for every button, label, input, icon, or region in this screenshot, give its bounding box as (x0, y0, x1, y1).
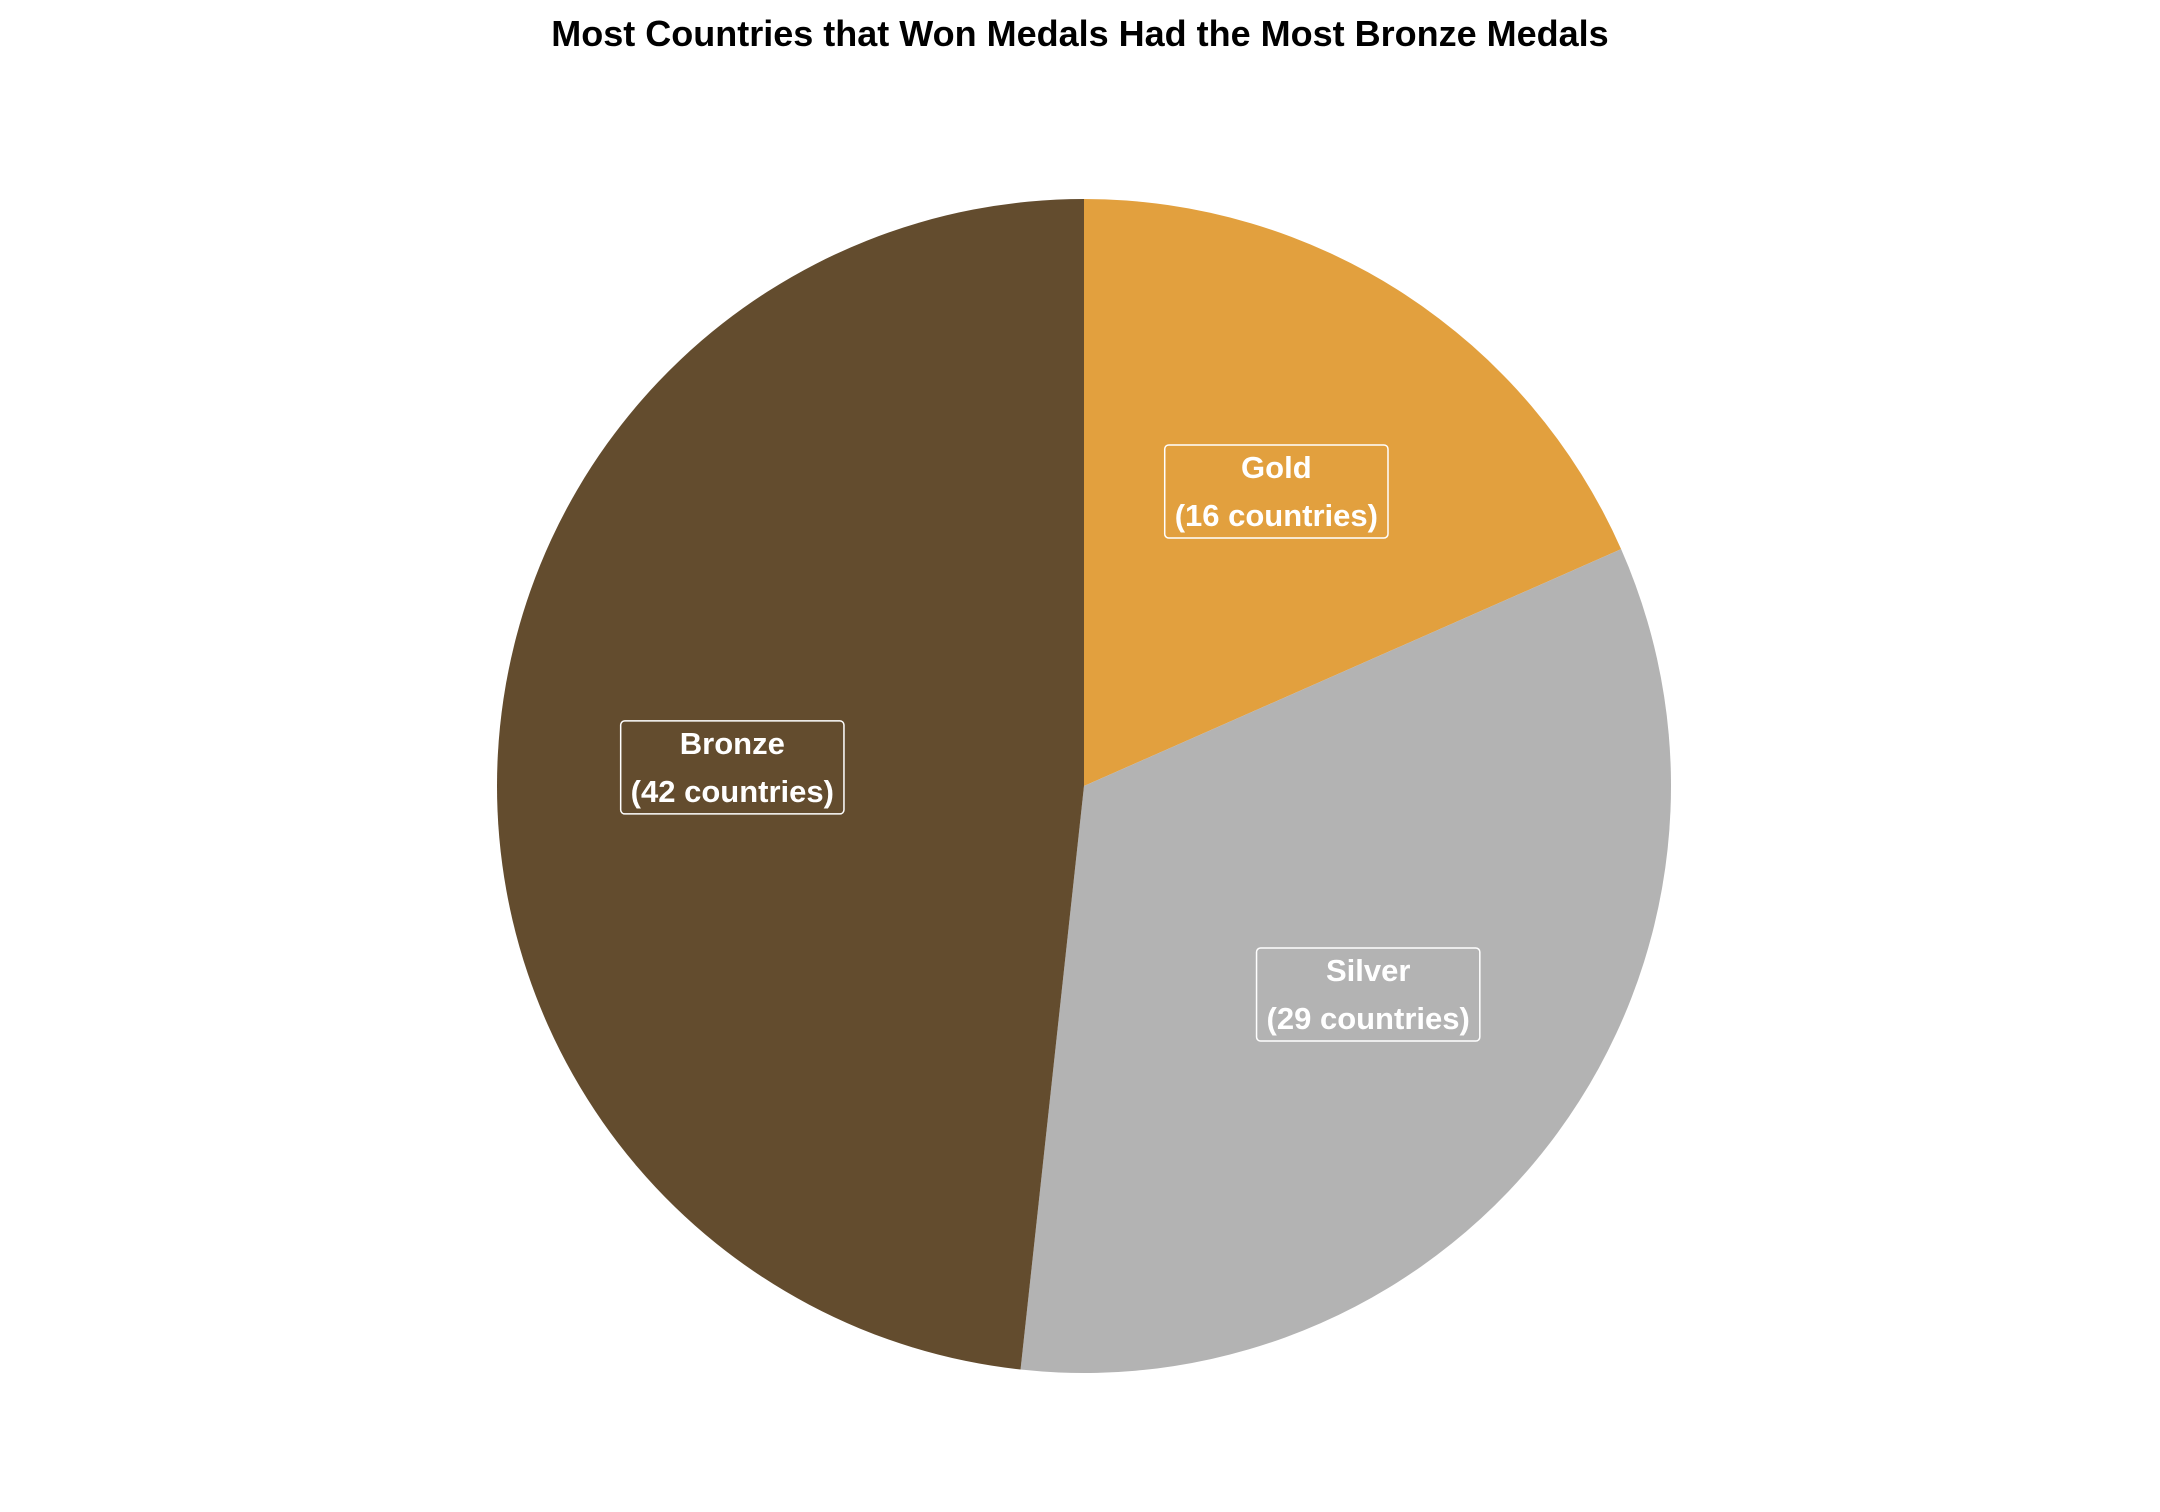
slice-label-box (1163, 444, 1389, 539)
slice-label-name: Silver (1326, 953, 1410, 988)
slice-label-box (1255, 947, 1481, 1042)
slice-label-bronze: Bronze (42 countries) (619, 720, 845, 815)
slice-label-box (619, 720, 845, 815)
slice-label-count: (42 countries) (631, 774, 834, 809)
slice-label-count: (29 countries) (1267, 1001, 1470, 1036)
pie-labels: Gold (16 countries) Silver (29 countries) Br… (619, 444, 1481, 1042)
slice-label-count: (16 countries) (1175, 498, 1378, 533)
slice-label-silver: Silver (29 countries) (1255, 947, 1481, 1042)
chart-title: Most Countries that Won Medals Had the M… (551, 13, 1609, 54)
slice-label-gold: Gold (16 countries) (1163, 444, 1389, 539)
slice-label-name: Gold (1241, 450, 1312, 485)
slice-label-name: Bronze (680, 726, 785, 761)
